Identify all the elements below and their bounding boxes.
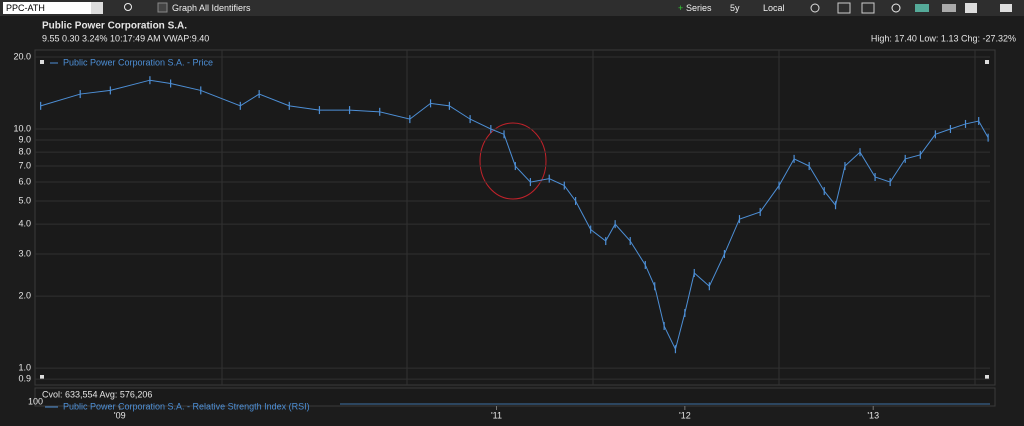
- series-plus: +: [678, 3, 683, 13]
- x-tick-label: '11: [491, 410, 502, 420]
- series-menu[interactable]: Series: [686, 3, 712, 13]
- volume-stats: Cvol: 633,554 Avg: 576,206: [42, 389, 152, 399]
- symbol-input[interactable]: [3, 2, 91, 14]
- y-tick-label: 3.0: [18, 248, 31, 258]
- tools-icon[interactable]: [1000, 4, 1012, 12]
- handle[interactable]: [985, 375, 989, 379]
- save-icon[interactable]: [965, 3, 977, 13]
- handle[interactable]: [40, 60, 44, 64]
- export-icon[interactable]: [942, 4, 956, 12]
- chart-title: Public Power Corporation S.A.: [42, 21, 187, 32]
- graph-all-label: Graph All Identifiers: [172, 3, 251, 13]
- y-tick-label: 0.9: [18, 373, 31, 383]
- y-tick-label: 8.0: [18, 147, 31, 157]
- high-low-change: High: 17.40 Low: 1.13 Chg: -27.32%: [871, 33, 1016, 43]
- symbol-dropdown[interactable]: [91, 2, 103, 14]
- y-tick-label: 4.0: [18, 219, 31, 229]
- table-icon[interactable]: [861, 2, 875, 14]
- quote-line: 9.55 0.30 3.24% 10:17:49 AM VWAP:9.40: [42, 33, 209, 43]
- chart-icon[interactable]: [837, 2, 851, 14]
- refresh-icon[interactable]: [891, 3, 901, 13]
- handle[interactable]: [40, 375, 44, 379]
- y-tick-label: 2.0: [18, 291, 31, 301]
- graph-all-checkbox[interactable]: [157, 2, 168, 13]
- y-tick-label: 5.0: [18, 195, 31, 205]
- currency-menu[interactable]: Local: [763, 3, 785, 13]
- y-tick-label: 10.0: [13, 123, 31, 133]
- rsi-legend: Public Power Corporation S.A. - Relative…: [63, 401, 310, 411]
- plot-frame: [34, 49, 996, 386]
- y-tick-label: 20.0: [13, 51, 31, 61]
- symbol-text: PPC-ATH: [6, 3, 45, 13]
- legend-label: Public Power Corporation S.A. - Price: [63, 57, 213, 67]
- x-tick-label: '13: [867, 410, 879, 420]
- y-tick-label: 6.0: [18, 176, 31, 186]
- handle[interactable]: [985, 60, 989, 64]
- period-menu[interactable]: 5y: [730, 3, 740, 13]
- y-tick-label: 1.0: [18, 362, 31, 372]
- highlight-circle: [479, 122, 547, 200]
- toolbar-bg: [0, 0, 1024, 16]
- y-tick-label: 7.0: [18, 160, 31, 170]
- y-tick-label: 9.0: [18, 134, 31, 144]
- rsi-axis-label: 100: [28, 396, 43, 406]
- x-tick-label: '09: [114, 410, 126, 420]
- toolbar: PPC-ATH Graph All Identifiers + Series 5…: [0, 0, 1024, 16]
- annotate-icon[interactable]: [915, 4, 929, 12]
- vertical-grid: [221, 50, 976, 385]
- rsi-panel: [34, 387, 996, 407]
- settings-icon[interactable]: [810, 3, 820, 13]
- search-icon[interactable]: [124, 3, 132, 11]
- x-tick-label: '12: [679, 410, 691, 420]
